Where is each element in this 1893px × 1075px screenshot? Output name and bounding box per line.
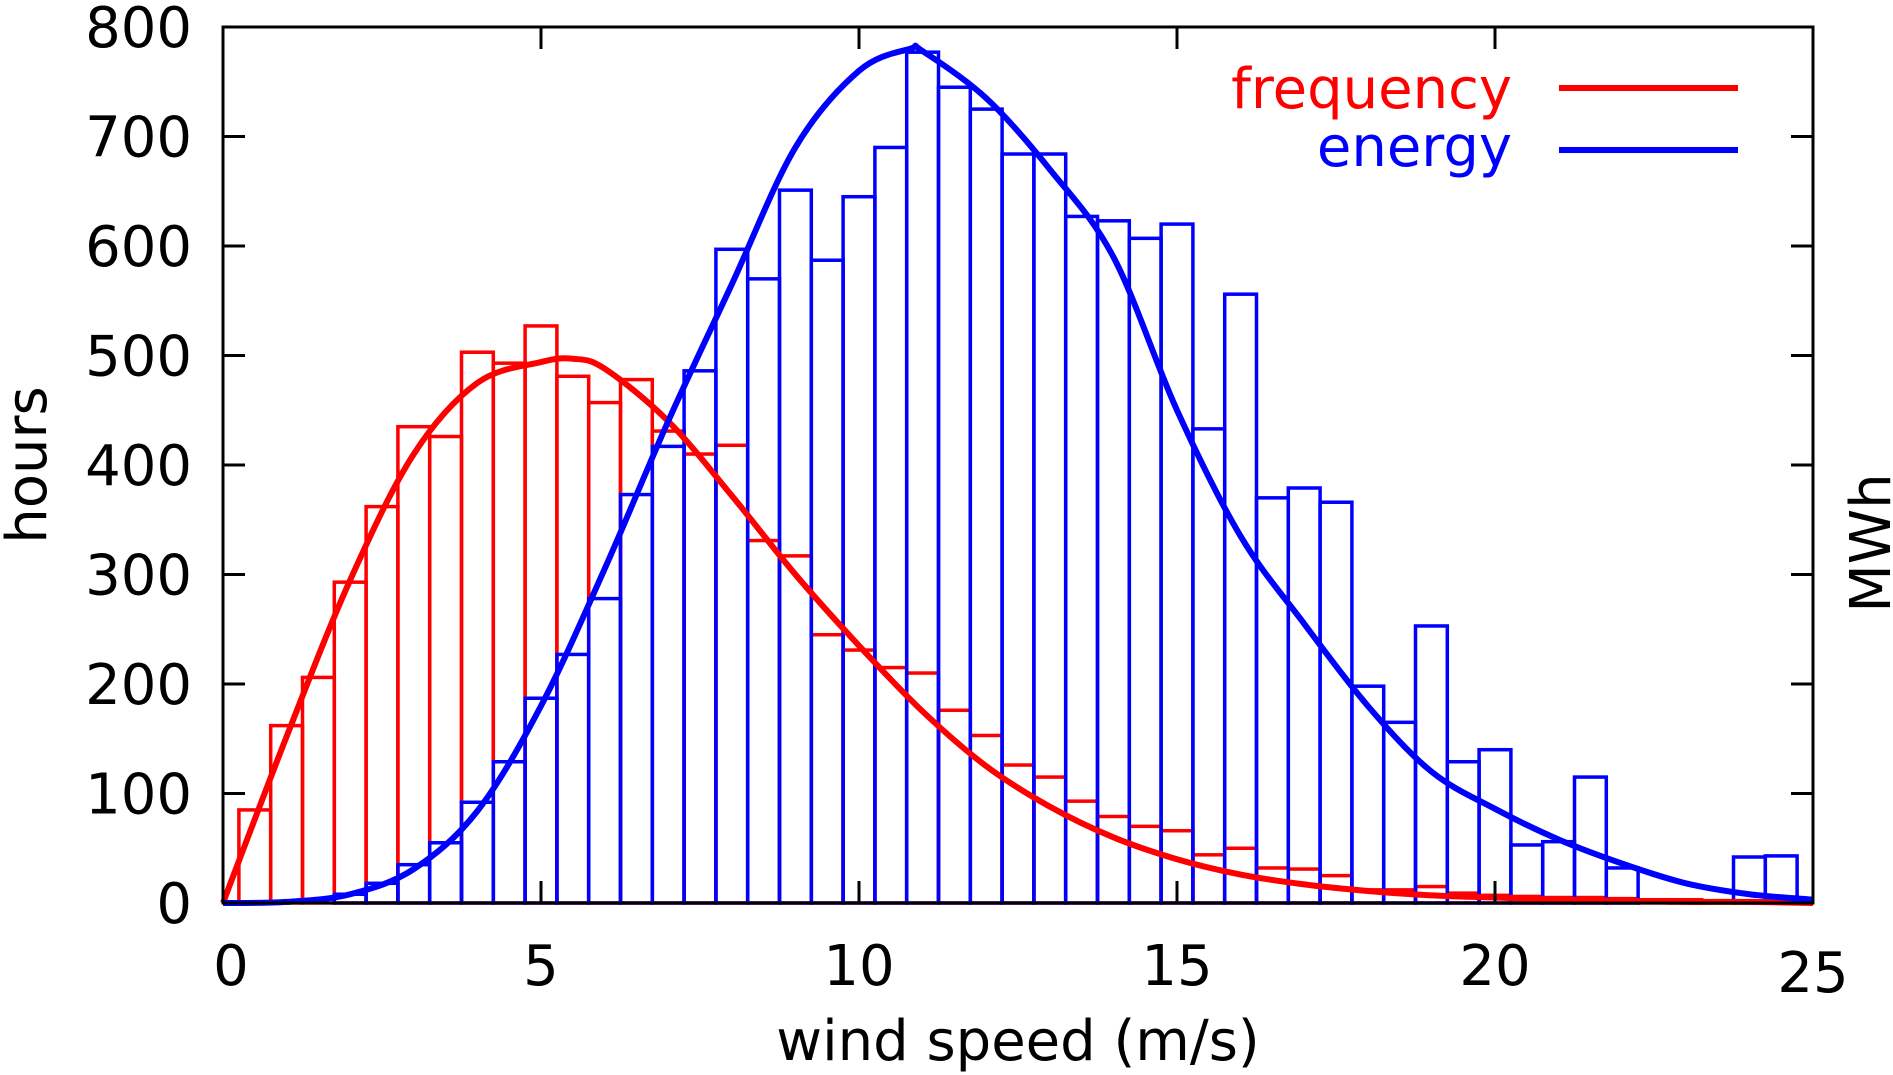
histogram-bar-frequency (682, 452, 718, 905)
histogram-bar-energy (777, 188, 814, 905)
histogram-bar-energy (1159, 222, 1195, 905)
x-tick-label: 15 (1141, 934, 1212, 999)
histogram-bar-energy (682, 369, 718, 905)
curve-energy (222, 42, 1814, 906)
histogram-bar-energy (873, 145, 909, 905)
histogram-bar-frequency (364, 504, 400, 905)
histogram-bar-frequency (809, 632, 845, 905)
histogram-bar-frequency (777, 554, 814, 905)
histogram-bar-frequency (396, 424, 432, 905)
y-tick-label: 300 (85, 544, 192, 609)
histogram-bar-energy (714, 247, 750, 905)
legend-label-energy: energy (1317, 115, 1512, 180)
histogram-bar-energy (618, 492, 655, 905)
x-tick-label: 25 (1777, 941, 1848, 1006)
histogram-bar-energy (1254, 496, 1291, 905)
histogram-bar-energy (809, 258, 845, 905)
y-tick-label: 600 (85, 215, 192, 280)
histogram-bar-energy (1318, 500, 1354, 905)
y-tick-labels: 0 100 200 300 400 500 600 700 800 (85, 0, 192, 937)
histogram-bar-energy (968, 107, 1004, 905)
legend: frequency energy (1231, 57, 1738, 180)
histogram-bar-frequency (586, 400, 623, 905)
x-tick-label: 10 (823, 934, 894, 999)
axis-ticks (221, 25, 1815, 905)
histogram-bar-energy (904, 50, 941, 905)
histogram-bar-frequency (268, 723, 305, 905)
y2-axis-label: MWh (1839, 473, 1893, 612)
histogram-bar-frequency (1254, 866, 1291, 905)
histogram-bar-energy (650, 444, 686, 905)
histogram-bar-energy (1572, 775, 1609, 905)
histogram-bar-frequency (300, 675, 337, 905)
histogram-bar-energy (1032, 152, 1068, 905)
y-tick-label: 800 (85, 0, 192, 61)
x-tick-label: 20 (1459, 934, 1530, 999)
x-tick-labels: 0 5 10 15 20 25 (213, 934, 1848, 1006)
y-axis-label: hours (0, 386, 60, 543)
histogram-bar-energy (586, 596, 623, 905)
histogram-bar-energy (936, 85, 973, 905)
histogram-bar-energy (1286, 486, 1322, 905)
histogram-bar-energy (841, 194, 877, 905)
y-tick-label: 100 (85, 763, 192, 828)
histogram-bar-frequency (745, 538, 782, 905)
histogram-bar-frequency (618, 377, 655, 905)
y-tick-label: 500 (85, 325, 192, 390)
histogram-bar-frequency (491, 361, 527, 905)
histogram-bar-frequency (873, 665, 909, 905)
histogram-bar-energy (459, 800, 496, 905)
x-tick-label: 5 (523, 934, 559, 999)
y-tick-label: 400 (85, 434, 192, 499)
histogram-bar-energy (1222, 292, 1259, 905)
histogram-bar-energy (745, 277, 782, 905)
histogram-bar-energy (1477, 747, 1513, 905)
histogram-bar-energy (555, 652, 591, 905)
histogram-bar-frequency (841, 648, 877, 905)
histogram-bar-frequency (1032, 775, 1068, 905)
histogram-bar-energy (1540, 839, 1577, 905)
histogram-bar-frequency (1127, 824, 1163, 905)
histogram-bars (237, 50, 1799, 905)
y-tick-label: 200 (85, 653, 192, 718)
legend-label-frequency: frequency (1231, 57, 1512, 122)
histogram-bar-frequency (332, 580, 368, 905)
y-tick-label: 0 (156, 872, 192, 937)
x-tick-label: 0 (213, 934, 249, 999)
histogram-bar-frequency (523, 324, 559, 905)
histogram-bar-energy (1095, 219, 1132, 905)
y-tick-label: 700 (85, 106, 192, 171)
x-axis-label: wind speed (m/s) (776, 1009, 1259, 1074)
histogram-bar-energy (1509, 843, 1545, 905)
histogram-bar-frequency (650, 429, 686, 905)
